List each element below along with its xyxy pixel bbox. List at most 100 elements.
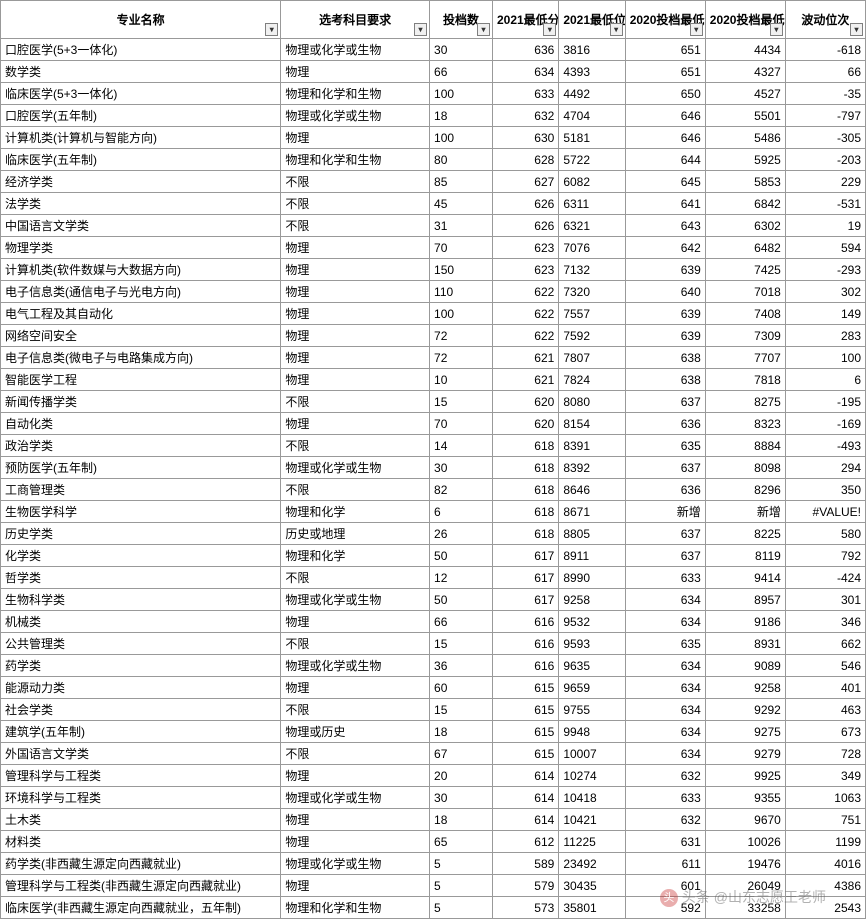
cell-rank2020: 10026 (705, 831, 785, 853)
cell-subject: 不限 (281, 391, 430, 413)
cell-min2021: 589 (492, 853, 558, 875)
cell-subject: 不限 (281, 567, 430, 589)
cell-major: 管理科学与工程类 (1, 765, 281, 787)
cell-quota: 15 (430, 391, 493, 413)
cell-rank2021: 3816 (559, 39, 625, 61)
column-header-rank2020: 2020投档最低位次▾ (705, 1, 785, 39)
cell-min2021: 623 (492, 237, 558, 259)
cell-quota: 30 (430, 457, 493, 479)
cell-quota: 10 (430, 369, 493, 391)
table-row: 临床医学(五年制)物理和化学和生物8062857226445925-203 (1, 149, 866, 171)
table-row: 生物科学类物理或化学或生物5061792586348957301 (1, 589, 866, 611)
cell-rank2021: 35801 (559, 897, 625, 919)
cell-major: 临床医学(五年制) (1, 149, 281, 171)
cell-subject: 物理 (281, 809, 430, 831)
cell-quota: 18 (430, 105, 493, 127)
cell-min2021: 615 (492, 743, 558, 765)
cell-min2021: 620 (492, 413, 558, 435)
cell-rank2020: 5853 (705, 171, 785, 193)
cell-major: 物理学类 (1, 237, 281, 259)
cell-rank2021: 4704 (559, 105, 625, 127)
filter-dropdown-icon[interactable]: ▾ (690, 23, 703, 36)
cell-rank2020: 8098 (705, 457, 785, 479)
cell-rank2020: 6302 (705, 215, 785, 237)
cell-subject: 不限 (281, 633, 430, 655)
cell-rank2021: 10274 (559, 765, 625, 787)
cell-quota: 100 (430, 303, 493, 325)
cell-wave: -305 (785, 127, 865, 149)
cell-major: 电子信息类(通信电子与光电方向) (1, 281, 281, 303)
cell-wave: -35 (785, 83, 865, 105)
cell-major: 生物医学科学 (1, 501, 281, 523)
cell-subject: 物理 (281, 237, 430, 259)
cell-subject: 不限 (281, 171, 430, 193)
cell-min2020: 611 (625, 853, 705, 875)
cell-min2020: 639 (625, 303, 705, 325)
cell-rank2020: 新增 (705, 501, 785, 523)
cell-quota: 82 (430, 479, 493, 501)
cell-wave: 580 (785, 523, 865, 545)
filter-dropdown-icon[interactable]: ▾ (477, 23, 490, 36)
cell-rank2020: 9275 (705, 721, 785, 743)
cell-rank2021: 5722 (559, 149, 625, 171)
table-row: 物理学类物理7062370766426482594 (1, 237, 866, 259)
cell-subject: 物理 (281, 347, 430, 369)
cell-subject: 物理和化学和生物 (281, 149, 430, 171)
cell-subject: 物理 (281, 677, 430, 699)
cell-subject: 物理或化学或生物 (281, 655, 430, 677)
filter-dropdown-icon[interactable]: ▾ (610, 23, 623, 36)
cell-quota: 150 (430, 259, 493, 281)
cell-rank2020: 19476 (705, 853, 785, 875)
cell-rank2020: 7818 (705, 369, 785, 391)
cell-wave: -195 (785, 391, 865, 413)
cell-wave: 4016 (785, 853, 865, 875)
table-row: 口腔医学(五年制)物理或化学或生物1863247046465501-797 (1, 105, 866, 127)
cell-rank2021: 8154 (559, 413, 625, 435)
table-row: 中国语言文学类不限316266321643630219 (1, 215, 866, 237)
cell-wave: 751 (785, 809, 865, 831)
table-row: 历史学类历史或地理2661888056378225580 (1, 523, 866, 545)
cell-major: 历史学类 (1, 523, 281, 545)
cell-rank2020: 6842 (705, 193, 785, 215)
cell-major: 预防医学(五年制) (1, 457, 281, 479)
cell-min2021: 615 (492, 677, 558, 699)
filter-dropdown-icon[interactable]: ▾ (850, 23, 863, 36)
table-row: 预防医学(五年制)物理或化学或生物3061883926378098294 (1, 457, 866, 479)
table-row: 智能医学工程物理10621782463878186 (1, 369, 866, 391)
cell-quota: 100 (430, 83, 493, 105)
table-row: 临床医学(非西藏生源定向西藏就业，五年制)物理和化学和生物55733580159… (1, 897, 866, 919)
cell-wave: 728 (785, 743, 865, 765)
table-row: 土木类物理18614104216329670751 (1, 809, 866, 831)
cell-rank2020: 8323 (705, 413, 785, 435)
cell-min2020: 632 (625, 809, 705, 831)
cell-min2020: 637 (625, 545, 705, 567)
cell-rank2020: 8275 (705, 391, 785, 413)
cell-min2020: 651 (625, 39, 705, 61)
filter-dropdown-icon[interactable]: ▾ (265, 23, 278, 36)
cell-rank2021: 4492 (559, 83, 625, 105)
column-header-min2020: 2020投档最低分▾ (625, 1, 705, 39)
cell-min2020: 636 (625, 479, 705, 501)
cell-quota: 60 (430, 677, 493, 699)
cell-min2021: 636 (492, 39, 558, 61)
cell-major: 临床医学(非西藏生源定向西藏就业，五年制) (1, 897, 281, 919)
cell-rank2021: 30435 (559, 875, 625, 897)
cell-rank2020: 9186 (705, 611, 785, 633)
table-row: 化学类物理和化学5061789116378119792 (1, 545, 866, 567)
filter-dropdown-icon[interactable]: ▾ (770, 23, 783, 36)
cell-subject: 物理 (281, 61, 430, 83)
filter-dropdown-icon[interactable]: ▾ (543, 23, 556, 36)
cell-quota: 6 (430, 501, 493, 523)
cell-quota: 66 (430, 61, 493, 83)
cell-subject: 不限 (281, 193, 430, 215)
cell-min2021: 616 (492, 655, 558, 677)
cell-subject: 不限 (281, 479, 430, 501)
filter-dropdown-icon[interactable]: ▾ (414, 23, 427, 36)
table-row: 网络空间安全物理7262275926397309283 (1, 325, 866, 347)
cell-wave: 4386 (785, 875, 865, 897)
cell-rank2020: 9414 (705, 567, 785, 589)
cell-min2020: 631 (625, 831, 705, 853)
cell-min2020: 643 (625, 215, 705, 237)
cell-wave: 66 (785, 61, 865, 83)
cell-rank2020: 9292 (705, 699, 785, 721)
